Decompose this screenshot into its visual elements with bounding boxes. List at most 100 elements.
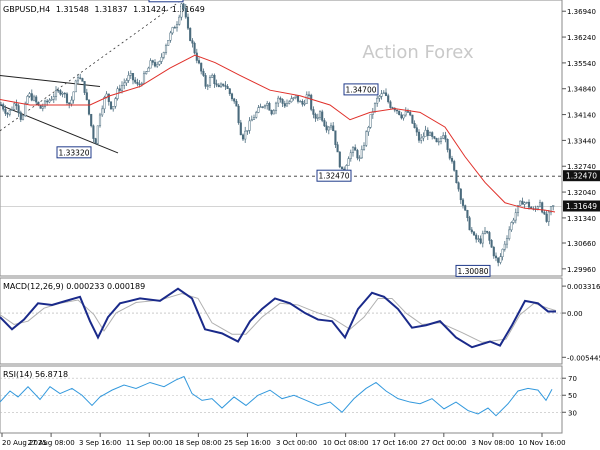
candle-body [59, 90, 62, 95]
candle-body [538, 202, 542, 207]
candle-body [292, 97, 295, 99]
price-annotation-label: 1.33320 [58, 148, 89, 157]
time-tick-label: 11 Sep 00:00 [126, 439, 173, 447]
candle-body [299, 101, 302, 103]
candle-body [470, 229, 473, 233]
candle-body [43, 100, 47, 107]
candle-body [404, 111, 407, 116]
candle-body [8, 109, 11, 115]
candle-body [120, 85, 124, 91]
candle-body [545, 213, 548, 222]
candle-body [435, 138, 438, 143]
candle-body [118, 88, 121, 91]
candle-body [367, 127, 370, 133]
candle-body [442, 135, 445, 139]
candle-body [472, 231, 476, 236]
moving-average-line [0, 54, 556, 213]
symbol-header: GBPUSD,H4 1.31548 1.31837 1.31424 1.3164… [3, 5, 205, 14]
candle-body [468, 217, 471, 231]
channel-line [0, 74, 101, 88]
candle-body [158, 61, 161, 65]
candle-body [402, 114, 405, 119]
candle-body [10, 109, 14, 111]
candle-body [327, 126, 330, 131]
rsi-panel-frame [0, 365, 563, 434]
candle-body [112, 106, 115, 110]
candle-body [197, 60, 201, 64]
candle-body [514, 212, 517, 221]
candle-body [488, 232, 491, 241]
candle-body [523, 202, 526, 205]
candle-body [466, 210, 469, 218]
candle-body [92, 125, 95, 139]
candle-body [296, 95, 300, 102]
candle-body [184, 7, 187, 18]
candle-body [486, 230, 489, 233]
candle-body [263, 105, 267, 108]
candle-body [312, 109, 315, 115]
price-tick-label: 1.36940 [567, 8, 596, 16]
price-tick-label: 1.30660 [567, 240, 596, 248]
price-axis: 1.36940 1.36240 1.35540 1.34840 1.34140 1.334… [562, 8, 596, 274]
candle-body [21, 115, 25, 120]
candle-body [26, 96, 29, 104]
candle-body [389, 101, 392, 108]
candle-body [512, 219, 515, 223]
price-tick-label: 1.31340 [567, 215, 596, 223]
candle-body [30, 93, 33, 101]
candle-body [24, 103, 27, 117]
macd-line [0, 287, 556, 349]
candle-body [131, 73, 135, 81]
candle-body [138, 83, 141, 86]
candle-body [228, 88, 231, 95]
candle-body [237, 105, 240, 123]
candle-body [387, 95, 390, 103]
candle-series [0, 2, 556, 267]
candle-body [13, 103, 16, 110]
candle-body [356, 150, 359, 159]
price-tick-label: 1.34140 [567, 112, 596, 120]
candle-body [83, 81, 86, 93]
candle-body [65, 93, 69, 103]
candle-body [171, 27, 174, 34]
candle-body [369, 114, 372, 128]
candle-body [4, 109, 7, 114]
candle-body [230, 93, 234, 100]
macd-series [0, 287, 562, 349]
candle-body [246, 130, 249, 132]
candle-body [257, 107, 260, 113]
candle-body [446, 139, 449, 150]
candle-body [294, 95, 297, 98]
candle-body [175, 24, 179, 29]
candle-body [41, 106, 44, 109]
candle-body [400, 114, 403, 119]
candle-body [239, 122, 242, 136]
candle-body [57, 90, 60, 92]
candle-body [420, 137, 423, 141]
candle-body [457, 182, 460, 190]
candle-body [479, 238, 482, 244]
price-tick-label: 1.33440 [567, 137, 596, 145]
candle-body [213, 74, 216, 84]
candle-body [169, 32, 172, 41]
candle-body [211, 74, 214, 78]
candle-body [109, 101, 113, 110]
candle-body [494, 255, 498, 259]
candle-body [349, 152, 352, 159]
candle-body [145, 71, 148, 75]
candle-body [318, 111, 322, 118]
candle-body [189, 27, 192, 41]
candle-body [173, 27, 176, 29]
candle-body [153, 62, 157, 67]
rsi-series [0, 375, 562, 417]
candle-body [527, 201, 531, 208]
candle-body [162, 52, 165, 58]
candle-body [323, 120, 326, 127]
candle-body [136, 82, 139, 85]
candle-body [415, 127, 418, 133]
candle-body [182, 3, 185, 9]
candle-body [461, 199, 465, 206]
rsi-axis: 70 50 30 [562, 375, 577, 417]
